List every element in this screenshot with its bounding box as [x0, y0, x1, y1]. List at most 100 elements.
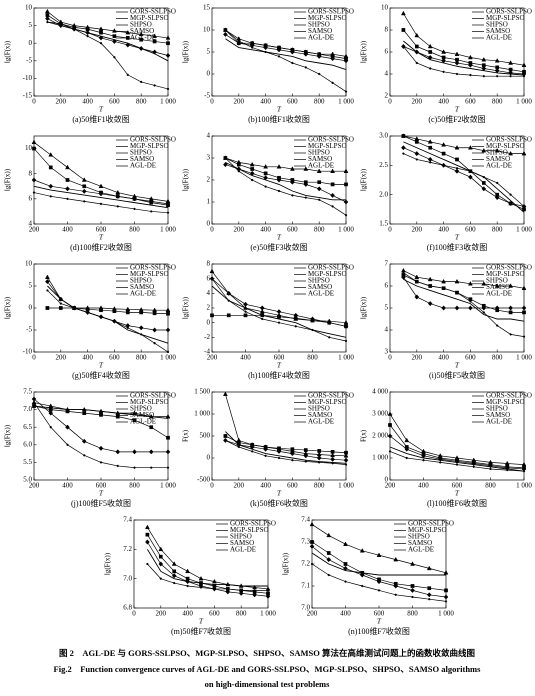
marker	[113, 56, 116, 59]
legend-label: AGL-DE	[408, 546, 434, 554]
legend-label: AGL-DE	[230, 546, 256, 554]
marker	[291, 61, 294, 65]
marker	[165, 35, 171, 40]
subplot-caption: (d)100维F2收敛图	[70, 242, 132, 252]
x-tick-label: 400	[182, 610, 193, 618]
marker	[48, 410, 54, 416]
marker	[82, 184, 87, 189]
y-tick-label: 10	[25, 4, 33, 12]
marker	[65, 424, 70, 430]
marker	[454, 51, 460, 56]
y-axis-label: lg(F(x))	[182, 40, 190, 63]
marker	[441, 278, 447, 284]
marker	[405, 456, 408, 460]
marker	[309, 543, 315, 549]
marker	[150, 210, 153, 213]
marker	[343, 168, 349, 173]
marker	[211, 578, 217, 584]
marker	[331, 205, 334, 208]
marker	[387, 411, 393, 416]
x-tick-label: 0	[210, 98, 214, 106]
y-tick-label: 3.0	[379, 132, 388, 140]
x-axis-label: T	[455, 106, 460, 114]
marker	[326, 320, 332, 326]
marker	[482, 311, 485, 314]
marker	[444, 600, 448, 603]
x-axis-label: T	[99, 234, 104, 242]
x-tick-label: 200	[29, 226, 40, 234]
x-tick-label: 600	[465, 226, 476, 234]
x-tick-label: 800	[485, 482, 496, 490]
marker	[290, 179, 295, 185]
marker	[404, 437, 410, 443]
x-tick-label: 200	[156, 610, 167, 618]
marker	[225, 589, 231, 595]
y-tick-label: 0	[207, 70, 211, 78]
marker	[148, 198, 154, 204]
marker	[86, 35, 89, 38]
y-tick-label: 3	[385, 348, 389, 356]
y-tick-label: 2.0	[379, 190, 388, 198]
marker	[210, 277, 214, 280]
marker	[441, 142, 447, 147]
legend-label: GORS-SSLPSO	[130, 392, 176, 400]
marker	[443, 570, 449, 575]
y-axis-label: lg(F(x))	[4, 424, 12, 447]
series-line	[47, 290, 169, 353]
marker	[441, 305, 446, 311]
marker	[132, 418, 137, 423]
marker	[99, 413, 103, 417]
x-tick-label: 400	[62, 226, 73, 234]
x-axis-label: T	[199, 618, 204, 626]
subplot-caption: (j)100维F5收敛图	[71, 498, 131, 508]
x-axis-label: T	[277, 362, 282, 370]
marker	[303, 51, 309, 57]
marker	[249, 161, 255, 167]
y-tick-label: -5	[204, 92, 210, 100]
x-axis-label: T	[277, 490, 282, 498]
legend-label: SHPSO	[230, 533, 252, 541]
subplot-caption: (f)100维F3收敛图	[427, 242, 487, 252]
marker	[326, 551, 331, 555]
marker	[165, 327, 171, 333]
marker	[98, 445, 104, 451]
legend-label: SHPSO	[308, 277, 330, 285]
series-line	[47, 14, 169, 44]
y-axis-label: lg(F(x))	[360, 168, 368, 191]
marker	[259, 305, 265, 311]
marker	[429, 161, 432, 164]
marker	[264, 50, 267, 54]
series-line	[33, 405, 169, 419]
legend-label: AGL-DE	[130, 34, 156, 42]
marker	[443, 594, 449, 600]
y-tick-label: 6	[29, 194, 33, 202]
marker	[132, 196, 137, 202]
subplot-caption: (h)100维F4收敛图	[248, 370, 310, 380]
y-tick-label: 7.0	[301, 604, 310, 612]
series-line	[225, 29, 347, 59]
marker	[49, 426, 52, 429]
legend-label: SHPSO	[486, 277, 508, 285]
marker	[469, 170, 472, 173]
marker	[522, 205, 526, 208]
marker	[172, 569, 177, 574]
x-tick-label: 800	[492, 226, 503, 234]
legend-label: SHPSO	[408, 533, 430, 541]
y-tick-label: 3 000	[372, 410, 388, 418]
marker	[359, 572, 365, 578]
marker	[65, 186, 70, 192]
marker	[166, 435, 170, 440]
legend-label: GORS-SSLPSO	[308, 136, 354, 144]
marker	[98, 183, 104, 189]
marker	[414, 294, 420, 300]
series-line	[225, 29, 347, 92]
marker	[481, 56, 487, 62]
series-line	[225, 157, 346, 185]
legend-label: MGP-SLPSO	[486, 14, 525, 22]
marker	[393, 583, 399, 589]
x-tick-label: 400	[260, 98, 271, 106]
x-tick-label: 800	[492, 98, 503, 106]
marker	[428, 50, 433, 54]
marker	[276, 177, 282, 183]
y-tick-label: 4	[385, 70, 389, 78]
